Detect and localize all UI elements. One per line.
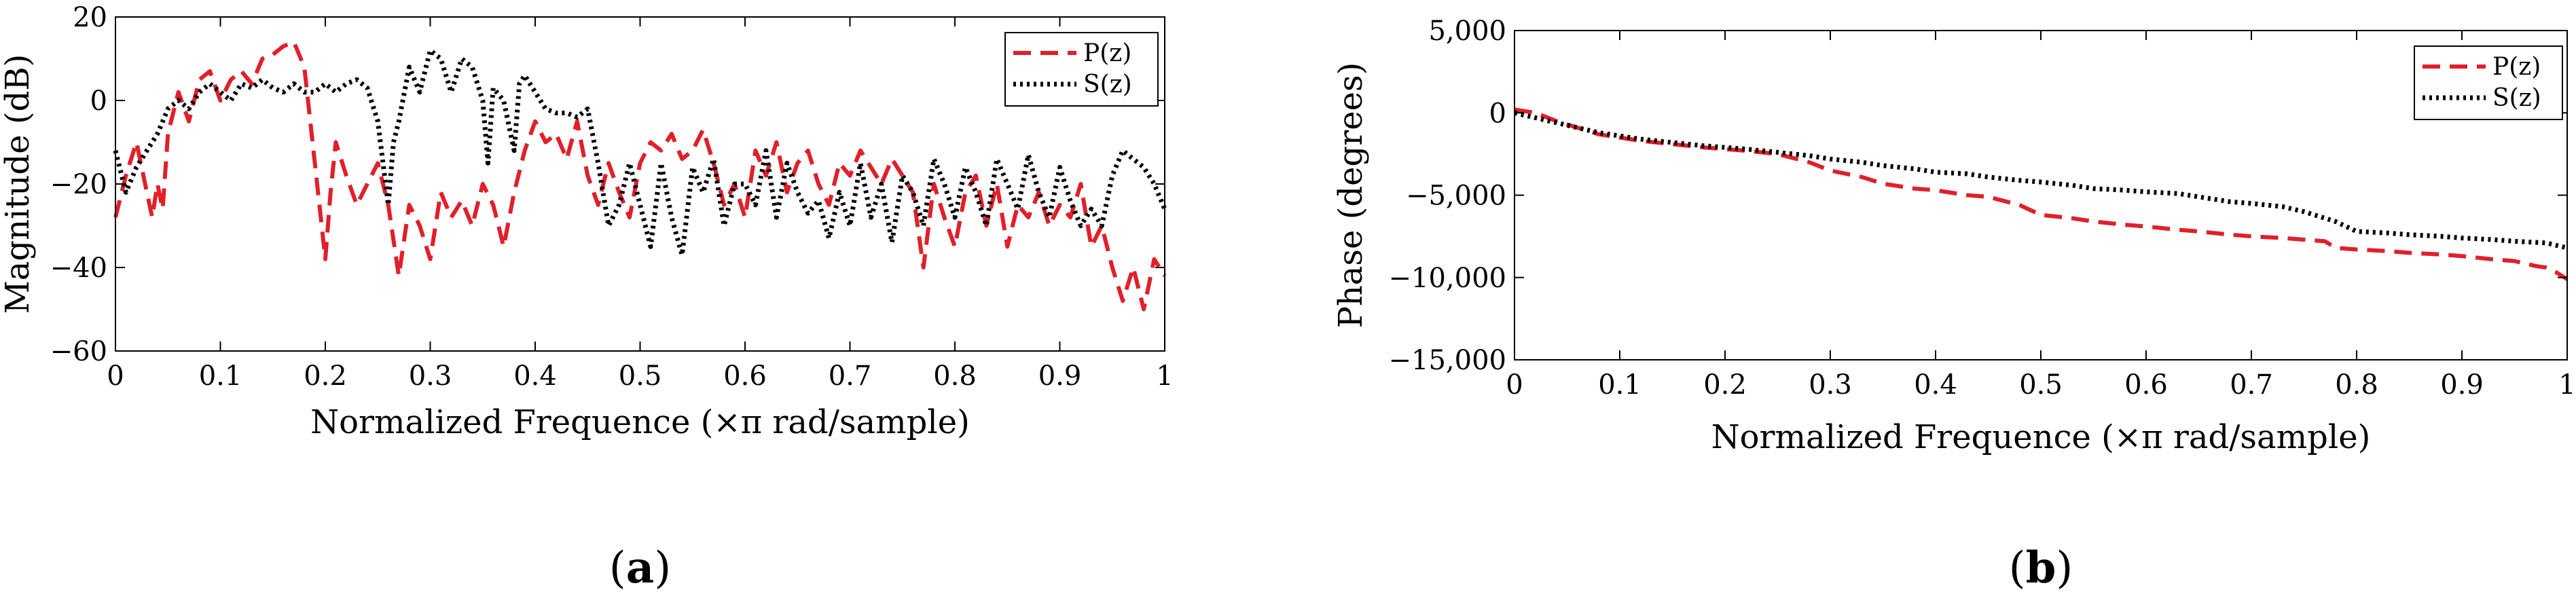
chart-0-xtick-label: 0.9 (1038, 360, 1082, 392)
chart-1-x-axis-title: Normalized Frequence (×π rad/sample) (1711, 418, 2371, 456)
chart-0-xtick-label: 0.3 (409, 360, 452, 392)
chart-1-axes-frame (1514, 30, 2568, 360)
chart-0-xtick-label: 0.8 (933, 360, 977, 392)
chart-1-panel-label: (b) (2009, 542, 2073, 593)
chart-0-xtick-label: 0.2 (304, 360, 347, 392)
chart-1-series-pz-line (1514, 107, 2569, 281)
chart-1-legend-box (2414, 45, 2563, 120)
chart-1-xtick-label: 0.9 (2440, 369, 2484, 401)
chart-1-ytick-label: −15,000 (1389, 345, 1506, 376)
chart-1-ytick-label: −5,000 (1406, 181, 1506, 212)
chart-1-xtick-label: 0.6 (2124, 369, 2168, 401)
chart-1-ytick-label: −10,000 (1389, 263, 1506, 294)
chart-1-xtick-label: 0.7 (2230, 369, 2273, 401)
chart-0-legend-label: S(z) (1083, 71, 1132, 98)
chart-1-xtick-label: 1 (2558, 369, 2575, 401)
chart-0-legend-label: P(z) (1083, 39, 1131, 67)
chart-0-ytick-label: −40 (50, 253, 107, 284)
chart-1-y-axis-title: Phase (degrees) (1332, 62, 1370, 329)
chart-1-xtick-label: 0.5 (2019, 369, 2063, 401)
chart-0-xtick-label: 1 (1156, 360, 1173, 392)
chart-0-xtick-label: 0 (107, 360, 124, 392)
chart-0-xtick-label: 0.6 (723, 360, 767, 392)
chart-0-xtick-label: 0.5 (619, 360, 662, 392)
chart-0-xtick-label: 0.1 (199, 360, 242, 392)
chart-1-ytick-label: 0 (1489, 98, 1506, 129)
chart-1-legend-label: S(z) (2492, 84, 2541, 112)
chart-0-ytick-label: −60 (50, 336, 107, 367)
chart-0-x-axis-title: Normalized Frequence (×π rad/sample) (310, 403, 970, 441)
chart-1-xtick-label: 0.8 (2335, 369, 2378, 401)
chart-0-xtick-label: 0.4 (513, 360, 557, 392)
chart-0-y-axis-title: Magnitude (dB) (0, 54, 37, 314)
chart-0-ytick-label: 0 (90, 86, 107, 117)
chart-1-ytick-label: 5,000 (1428, 16, 1506, 47)
chart-1-xtick-label: 0.3 (1809, 369, 1852, 401)
chart-0-series-pz-line (113, 39, 1167, 312)
chart-0-ytick-label: 20 (73, 2, 107, 33)
chart-0-ytick-label: −20 (50, 169, 107, 200)
chart-1-legend-label: P(z) (2492, 53, 2541, 81)
chart-1-xtick-label: 0.2 (1703, 369, 1747, 401)
chart-0-panel-label: (a) (609, 542, 671, 593)
chart-1-xtick-label: 0.1 (1598, 369, 1641, 401)
chart-0-legend-box (1004, 32, 1159, 107)
chart-0-xtick-label: 0.7 (829, 360, 872, 392)
chart-1-xtick-label: 0 (1506, 369, 1523, 401)
chart-1-series-sz-line (1514, 110, 2568, 251)
chart-1-xtick-label: 0.4 (1914, 369, 1957, 401)
